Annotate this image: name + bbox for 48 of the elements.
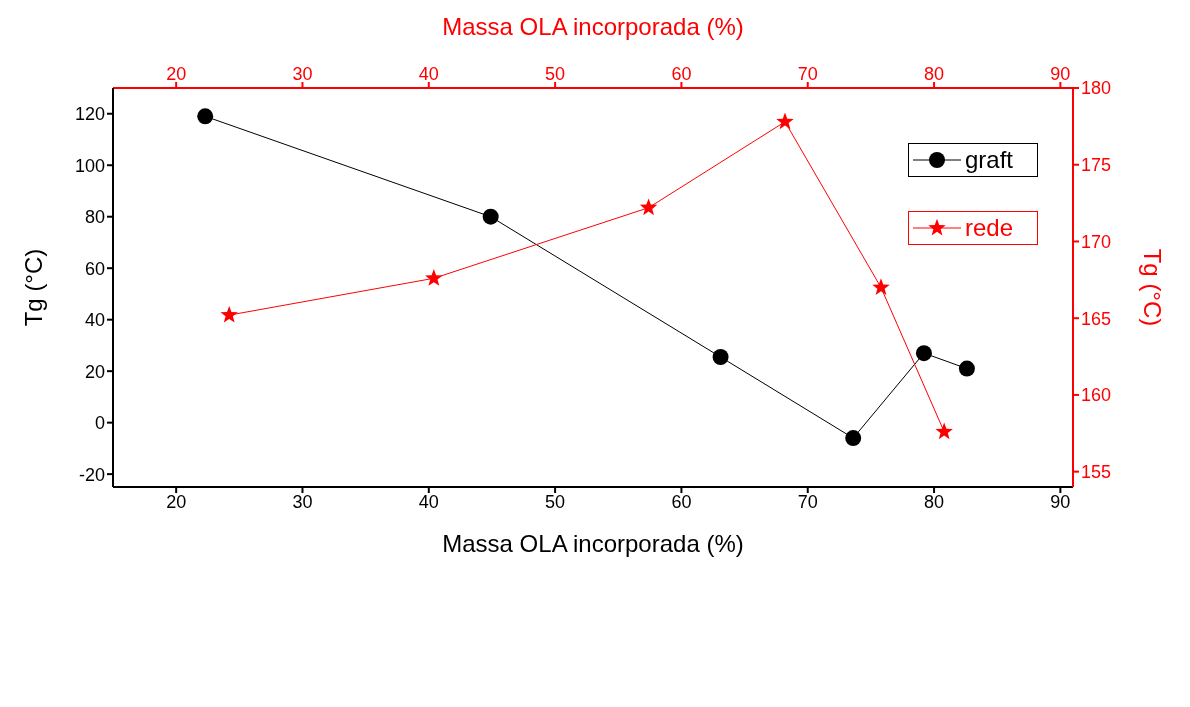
y-tick-label: 80 <box>84 207 105 228</box>
y-tick-label: -20 <box>78 464 105 485</box>
y-tick-label: 20 <box>84 361 105 382</box>
point <box>220 305 238 323</box>
point <box>915 345 932 362</box>
point <box>935 422 953 440</box>
y-tick-label: 100 <box>74 155 105 176</box>
x2-tick-label: 80 <box>924 491 945 512</box>
legend-label: graft <box>965 146 1014 174</box>
y-tick-label: 0 <box>94 413 105 434</box>
x-tick-label: 90 <box>1050 64 1071 84</box>
point <box>776 112 794 130</box>
y2-tick-label: 180 <box>1081 78 1112 99</box>
legend-label: rede <box>965 214 1014 242</box>
point <box>197 108 214 125</box>
x2-tick-label: 30 <box>292 491 313 512</box>
point <box>958 360 975 377</box>
x-tick-label: 60 <box>671 64 692 84</box>
x-tick-label: 40 <box>418 64 439 84</box>
x2-tick-label: 70 <box>797 491 818 512</box>
y2-tick-label: 175 <box>1081 155 1112 176</box>
y2-tick-label: 155 <box>1081 462 1112 483</box>
x2-tick-label: 90 <box>1050 491 1071 512</box>
x-axis-title: Massa OLA incorporada (%) <box>442 530 744 557</box>
x-tick-label: 30 <box>292 64 313 84</box>
x-tick-label: 20 <box>166 64 187 84</box>
x2-tick-label: 60 <box>671 491 692 512</box>
x2-tick-label: 50 <box>545 491 566 512</box>
y-tick-label: 60 <box>84 258 105 279</box>
x-tick-label: 80 <box>924 64 945 84</box>
x-tick-label: 50 <box>545 64 566 84</box>
y2-tick-label: 165 <box>1081 308 1112 329</box>
point <box>845 430 862 447</box>
point <box>872 278 890 295</box>
y2-tick-label: 170 <box>1081 231 1112 252</box>
point <box>712 349 729 365</box>
y2-axis-title: Tg (°C) <box>1139 248 1167 327</box>
point <box>425 269 443 286</box>
y-tick-label: 40 <box>84 310 105 331</box>
y-tick-label: 120 <box>74 104 105 125</box>
y-axis-title: Tg (°C) <box>19 248 47 327</box>
x2-tick-label: 40 <box>418 491 439 512</box>
y2-tick-label: 160 <box>1081 385 1112 406</box>
point <box>639 198 658 216</box>
point <box>482 208 499 225</box>
x2-tick-label: 20 <box>166 491 187 512</box>
x2-axis-title: Massa OLA incorporada (%) <box>442 13 744 41</box>
x-tick-label: 70 <box>797 64 818 84</box>
